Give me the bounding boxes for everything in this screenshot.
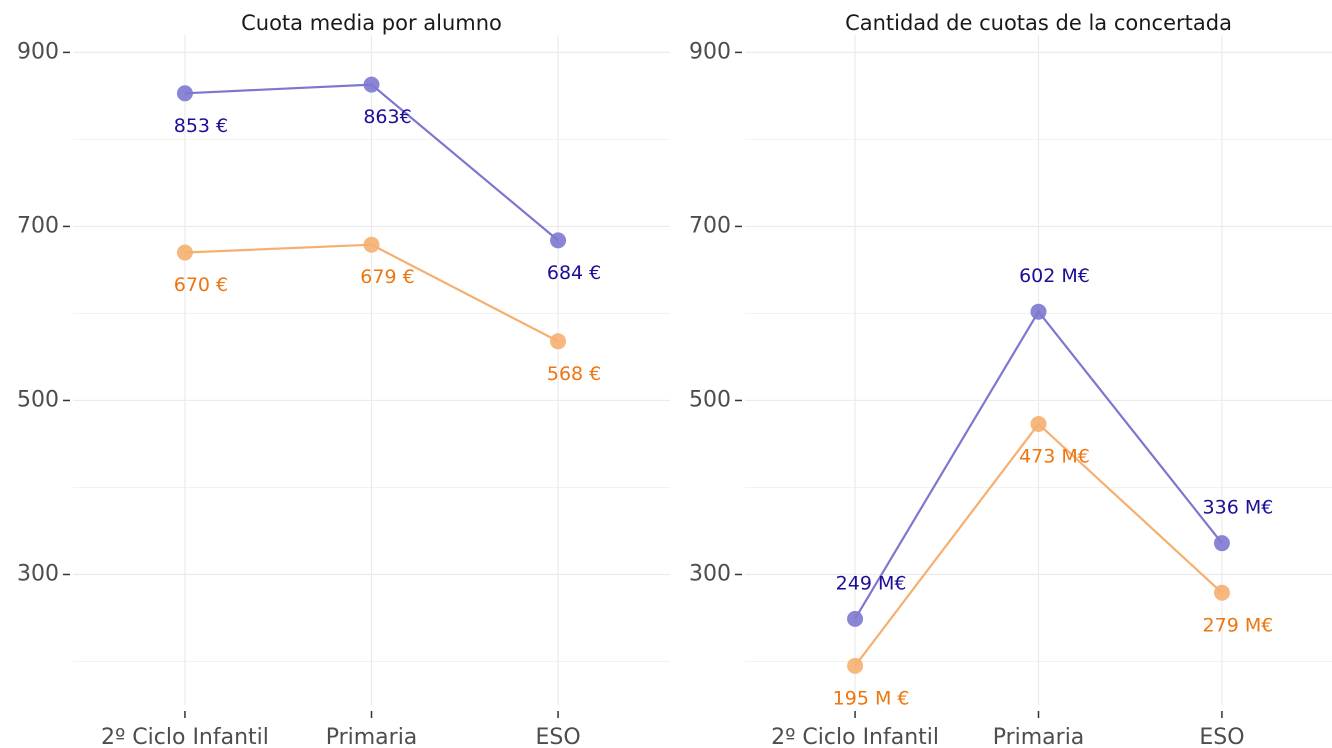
value-label: 863€: [363, 106, 411, 128]
value-label: 195 M €: [833, 687, 910, 709]
point: [550, 333, 567, 350]
x-tick-label: Primaria: [993, 725, 1085, 748]
point: [847, 657, 864, 674]
point: [1213, 584, 1230, 601]
y-tick-label: 300: [17, 561, 59, 586]
x-tick-label: ESO: [1199, 725, 1244, 748]
point: [1213, 535, 1230, 552]
x-tick-label: 2º Ciclo Infantil: [101, 725, 269, 748]
value-label: 853 €: [174, 115, 228, 137]
y-tick-label: 900: [689, 39, 731, 64]
point: [1030, 303, 1047, 320]
value-label: 336 M€: [1203, 497, 1274, 519]
value-label: 602 M€: [1019, 265, 1090, 287]
y-tick-label: 300: [689, 561, 731, 586]
value-label: 679 €: [360, 266, 414, 288]
value-label: 249 M€: [836, 572, 907, 594]
point: [363, 236, 380, 253]
x-tick-label: ESO: [535, 725, 580, 748]
point: [176, 85, 193, 102]
chart-title: Cantidad de cuotas de la concertada: [845, 11, 1232, 35]
x-tick-label: Primaria: [326, 725, 418, 748]
y-tick-label: 500: [689, 387, 731, 412]
value-label: 684 €: [547, 262, 601, 284]
y-tick-label: 500: [17, 387, 59, 412]
y-tick-label: 900: [17, 39, 59, 64]
point: [847, 610, 864, 627]
chart-title: Cuota media por alumno: [241, 11, 502, 35]
value-label: 568 €: [547, 363, 601, 385]
value-label: 670 €: [174, 274, 228, 296]
point: [550, 232, 567, 249]
y-tick-label: 700: [17, 213, 59, 238]
point: [363, 76, 380, 93]
point: [176, 244, 193, 261]
value-label: 279 M€: [1203, 614, 1274, 636]
y-tick-label: 700: [689, 213, 731, 238]
x-tick-label: 2º Ciclo Infantil: [771, 725, 939, 748]
point: [1030, 415, 1047, 432]
value-label: 473 M€: [1019, 445, 1090, 467]
